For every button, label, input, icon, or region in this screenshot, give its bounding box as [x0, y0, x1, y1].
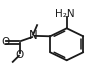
Text: O: O: [1, 37, 9, 47]
Text: O: O: [16, 50, 24, 60]
Text: H₂N: H₂N: [55, 9, 75, 19]
Text: N: N: [29, 29, 37, 42]
